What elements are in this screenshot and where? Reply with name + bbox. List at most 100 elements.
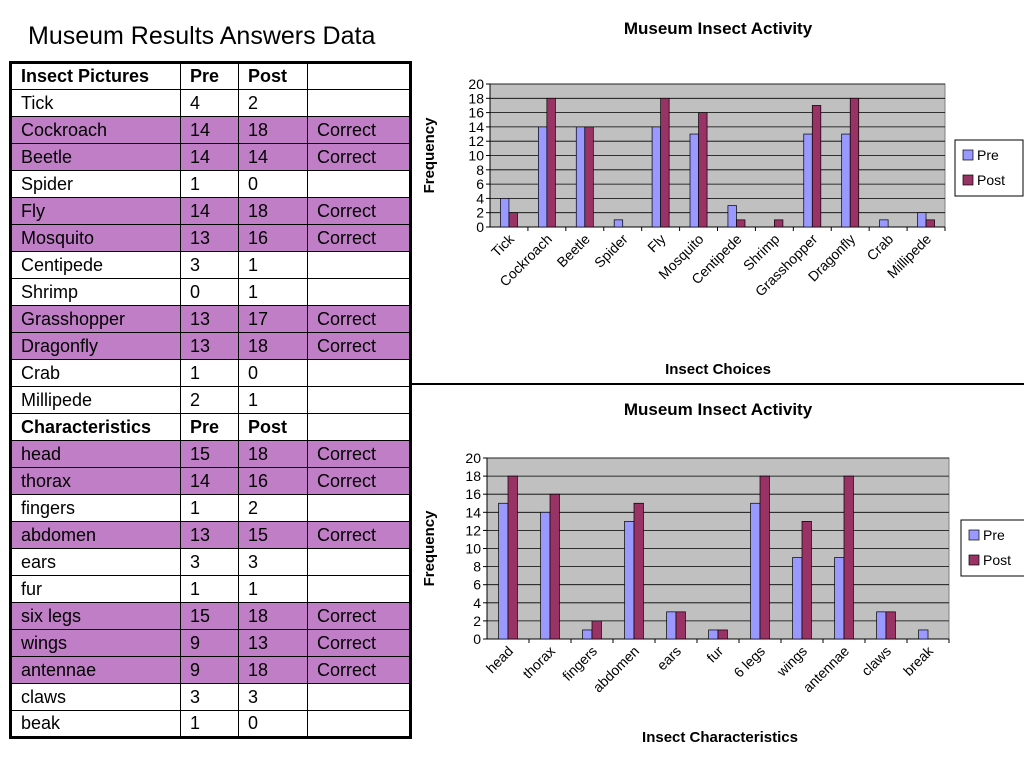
table-header-cell bbox=[307, 413, 411, 441]
pre-cell: 1 bbox=[180, 359, 239, 387]
table-row: ears 3 3 bbox=[10, 548, 411, 576]
pre-cell: 14 bbox=[180, 116, 239, 144]
item-name-cell: Dragonfly bbox=[10, 332, 181, 360]
legend bbox=[954, 139, 1024, 197]
pre-cell: 14 bbox=[180, 143, 239, 171]
status-cell: Correct bbox=[307, 467, 411, 495]
y-tick-label: 20 bbox=[465, 450, 481, 466]
pre-cell: 4 bbox=[180, 89, 239, 117]
table-row: Cockroach 14 18 Correct bbox=[10, 116, 411, 144]
post-cell: 15 bbox=[238, 521, 308, 549]
chart-title: Museum Insect Activity bbox=[624, 400, 813, 419]
bar-post bbox=[811, 105, 822, 228]
status-cell bbox=[307, 548, 411, 576]
post-cell: 3 bbox=[238, 548, 308, 576]
table-row: Beetle 14 14 Correct bbox=[10, 143, 411, 171]
bar-post bbox=[801, 521, 812, 640]
y-axis-label: Frequency bbox=[421, 510, 438, 587]
table-row: beak 1 0 bbox=[10, 710, 411, 738]
table-row: abdomen 13 15 Correct bbox=[10, 521, 411, 549]
pre-cell: 1 bbox=[180, 170, 239, 198]
status-cell: Correct bbox=[307, 305, 411, 333]
status-cell bbox=[307, 170, 411, 198]
x-tick-label: claws bbox=[858, 643, 894, 679]
y-tick-label: 10 bbox=[468, 148, 484, 164]
pre-cell: 13 bbox=[180, 224, 239, 252]
bar-pre bbox=[689, 133, 699, 228]
pre-cell: 15 bbox=[180, 440, 239, 468]
table-row: Dragonfly 13 18 Correct bbox=[10, 332, 411, 360]
status-cell: Correct bbox=[307, 116, 411, 144]
item-name-cell: Centipede bbox=[10, 251, 181, 279]
bar-pre bbox=[540, 511, 551, 640]
pre-cell: 3 bbox=[180, 251, 239, 279]
item-name-cell: six legs bbox=[10, 602, 181, 630]
y-tick-label: 4 bbox=[476, 190, 484, 206]
bar-post bbox=[843, 475, 854, 640]
y-tick-label: 6 bbox=[476, 176, 484, 192]
insect-characteristics-chart: Museum Insect Activity 0 2 4 6 8 10 12 14 16 18 20 h… bbox=[421, 400, 1024, 746]
x-tick-label: antennae bbox=[800, 643, 853, 696]
bar-pre bbox=[792, 557, 803, 640]
item-name-cell: abdomen bbox=[10, 521, 181, 549]
bar-pre bbox=[803, 133, 813, 228]
pre-cell: 15 bbox=[180, 602, 239, 630]
x-tick-label: wings bbox=[773, 643, 810, 680]
bar-post bbox=[698, 112, 708, 228]
bar-post bbox=[675, 611, 686, 640]
post-cell: 2 bbox=[238, 494, 308, 522]
bar-pre bbox=[841, 133, 851, 228]
item-name-cell: wings bbox=[10, 629, 181, 657]
table-row: claws 3 3 bbox=[10, 683, 411, 711]
table-header-row: Characteristics Pre Post bbox=[10, 413, 411, 441]
post-cell: 13 bbox=[238, 629, 308, 657]
table-row: Centipede 3 1 bbox=[10, 251, 411, 279]
item-name-cell: beak bbox=[10, 710, 181, 738]
bar-pre bbox=[624, 521, 635, 640]
bar-post bbox=[925, 219, 935, 228]
legend-label: Pre bbox=[983, 527, 1005, 543]
status-cell: Correct bbox=[307, 521, 411, 549]
y-tick-label: 20 bbox=[468, 76, 484, 92]
status-cell: Correct bbox=[307, 332, 411, 360]
pre-cell: 0 bbox=[180, 278, 239, 306]
item-name-cell: Millipede bbox=[10, 386, 181, 414]
post-cell: 1 bbox=[238, 278, 308, 306]
status-cell bbox=[307, 683, 411, 711]
table-row: Shrimp 0 1 bbox=[10, 278, 411, 306]
table-row: thorax 14 16 Correct bbox=[10, 467, 411, 495]
status-cell bbox=[307, 494, 411, 522]
bar-pre bbox=[651, 126, 661, 228]
x-tick-label: head bbox=[483, 643, 516, 676]
bar-pre bbox=[498, 502, 509, 640]
item-name-cell: thorax bbox=[10, 467, 181, 495]
y-tick-label: 6 bbox=[473, 577, 481, 593]
bar-pre bbox=[537, 126, 548, 228]
pre-cell: 3 bbox=[180, 683, 239, 711]
table-row: six legs 15 18 Correct bbox=[10, 602, 411, 630]
y-tick-label: 16 bbox=[468, 105, 484, 121]
post-cell: 14 bbox=[238, 143, 308, 171]
table-row: Grasshopper 13 17 Correct bbox=[10, 305, 411, 333]
y-tick-label: 0 bbox=[476, 219, 484, 235]
x-tick-label: thorax bbox=[519, 643, 558, 682]
table-header-cell: Pre bbox=[180, 413, 239, 441]
post-cell: 16 bbox=[238, 224, 308, 252]
bar-pre bbox=[834, 557, 845, 640]
chart-title: Museum Insect Activity bbox=[624, 19, 813, 38]
table-row: Tick 4 2 bbox=[10, 89, 411, 117]
bar-post bbox=[849, 97, 860, 228]
pre-cell: 13 bbox=[180, 332, 239, 360]
x-tick-label: Fly bbox=[644, 231, 669, 256]
legend-swatch bbox=[968, 554, 980, 566]
bar-pre bbox=[708, 629, 719, 640]
bar-post bbox=[508, 212, 518, 228]
x-tick-label: fingers bbox=[559, 643, 600, 684]
pre-cell: 14 bbox=[180, 197, 239, 225]
legend-swatch bbox=[968, 529, 980, 541]
x-tick-label: fur bbox=[703, 643, 726, 666]
bar-post bbox=[717, 629, 728, 640]
table-header-cell: Pre bbox=[180, 62, 239, 90]
item-name-cell: fur bbox=[10, 575, 181, 603]
x-tick-label: Tick bbox=[488, 230, 518, 260]
